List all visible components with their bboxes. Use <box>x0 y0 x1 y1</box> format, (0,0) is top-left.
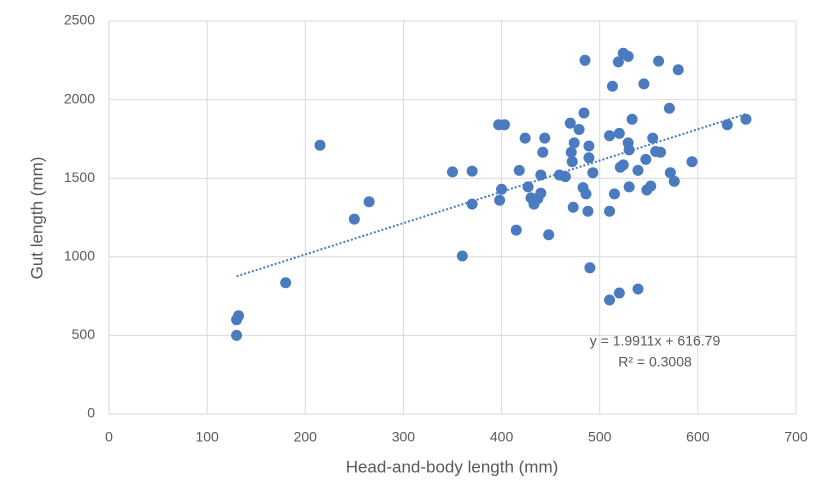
data-point <box>647 132 659 144</box>
data-point <box>565 146 577 158</box>
data-point <box>567 201 579 213</box>
data-point <box>663 102 675 114</box>
data-point <box>280 277 292 289</box>
data-point <box>604 130 616 142</box>
data-point <box>564 117 576 129</box>
data-point <box>583 140 595 152</box>
data-point <box>519 132 531 144</box>
x-tick-label: 600 <box>686 429 710 445</box>
data-point <box>559 171 571 183</box>
x-tick-label: 0 <box>105 429 113 445</box>
data-point <box>568 137 580 149</box>
data-point <box>535 187 547 199</box>
data-point <box>499 119 511 131</box>
data-point <box>582 205 594 217</box>
data-point <box>543 229 555 241</box>
x-tick-label: 300 <box>392 429 416 445</box>
y-axis-title: Gut length (mm) <box>27 157 46 280</box>
y-tick-label: 0 <box>87 405 95 421</box>
data-point <box>613 287 625 299</box>
data-point <box>466 165 478 177</box>
x-tick-label: 700 <box>784 429 808 445</box>
data-point <box>668 175 680 187</box>
data-point <box>580 188 592 200</box>
data-point <box>617 159 629 171</box>
data-point <box>613 127 625 139</box>
data-point <box>686 156 698 168</box>
y-tick-label: 1500 <box>64 169 95 185</box>
data-point <box>348 213 360 225</box>
data-point <box>655 146 667 158</box>
data-point <box>535 169 547 181</box>
data-point <box>626 113 638 125</box>
data-point <box>466 198 478 210</box>
data-point <box>740 113 752 125</box>
data-point <box>573 123 585 135</box>
data-point <box>664 167 676 179</box>
data-point <box>653 55 665 67</box>
x-tick-label: 400 <box>490 429 514 445</box>
y-tick-label: 1000 <box>64 248 95 264</box>
trendline <box>236 112 747 278</box>
y-tick-label: 2500 <box>64 12 95 28</box>
data-point <box>640 153 652 165</box>
data-point <box>632 283 644 295</box>
data-point <box>645 180 657 192</box>
y-tick-label: 500 <box>72 326 96 342</box>
data-point <box>604 294 616 306</box>
data-point <box>314 139 326 151</box>
data-point <box>510 224 522 236</box>
data-point <box>583 152 595 164</box>
data-point <box>456 250 468 262</box>
data-point <box>496 183 508 195</box>
data-point <box>566 156 578 168</box>
data-point <box>231 329 243 341</box>
y-tick-label: 2000 <box>64 90 95 106</box>
data-point <box>537 146 549 158</box>
data-point <box>578 107 590 119</box>
data-point <box>579 54 591 66</box>
x-tick-label: 200 <box>294 429 318 445</box>
x-tick-label: 100 <box>195 429 219 445</box>
data-point <box>539 132 551 144</box>
data-point <box>604 205 616 217</box>
data-point <box>623 181 635 193</box>
data-point <box>632 164 644 176</box>
data-point <box>447 166 458 178</box>
data-point <box>522 181 534 193</box>
data-point <box>584 262 596 274</box>
x-axis-title: Head-and-body length (mm) <box>346 457 559 476</box>
data-point <box>363 196 375 208</box>
data-point <box>638 78 650 90</box>
data-point <box>608 188 620 200</box>
data-point <box>233 310 245 322</box>
data-point <box>622 50 634 62</box>
data-point <box>587 167 599 179</box>
trendline-equation: y = 1.9911x + 616.79 <box>590 333 721 349</box>
x-tick-label: 500 <box>588 429 612 445</box>
data-point <box>672 64 684 76</box>
data-point <box>606 80 618 92</box>
data-point <box>721 119 733 131</box>
data-point <box>513 164 525 176</box>
data-point <box>612 56 624 68</box>
data-point <box>494 194 506 206</box>
trendline-r-squared: R² = 0.3008 <box>618 354 692 370</box>
